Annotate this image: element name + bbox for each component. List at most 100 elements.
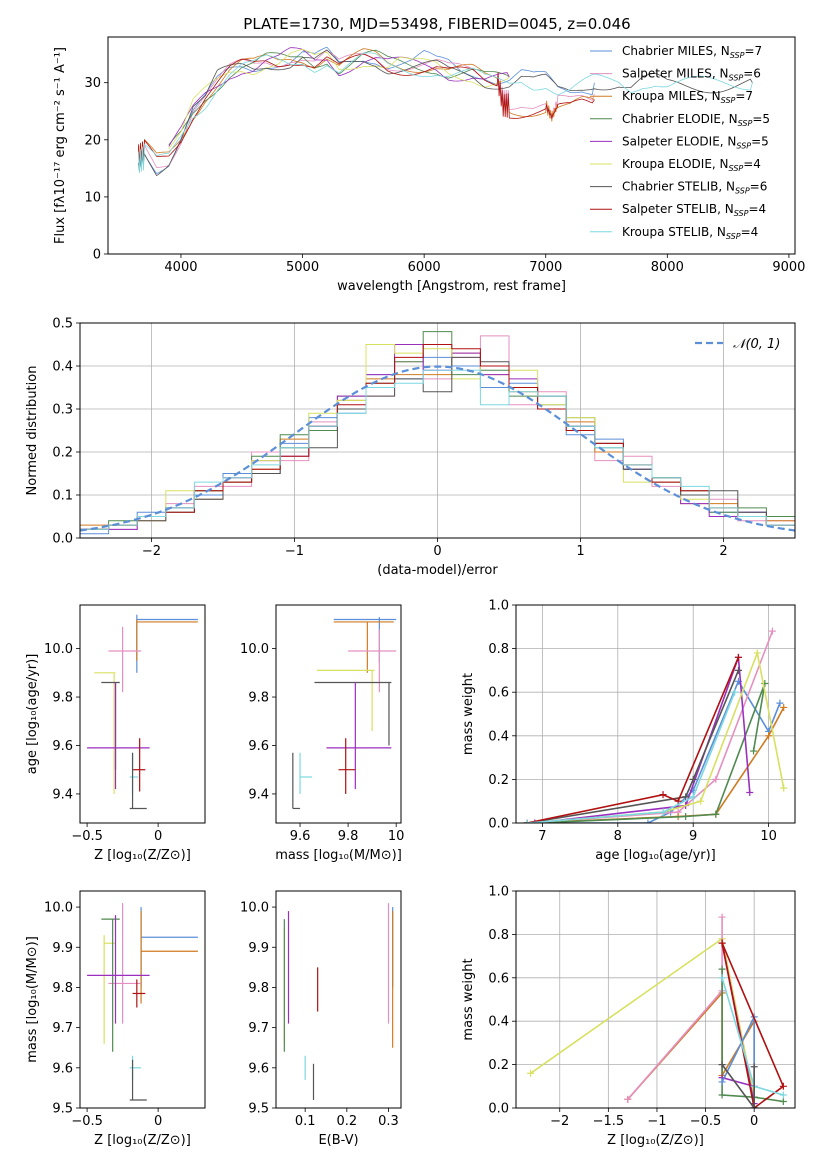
mass-weight-vs-age-panel: 7 8 9 10 0.0 0.2 0.4 0.6 0.8 1.0 age [log₁₀(age/yr… [461, 599, 796, 863]
y-tick-label: 9.8 [52, 691, 73, 706]
mass-weight-marker [718, 1061, 726, 1069]
age-vs-Z-plot-area [87, 614, 198, 810]
x-axis-label: Z [log₁₀(Z/Z⊙)] [607, 1133, 704, 1148]
y-tick-label: 10.0 [240, 642, 269, 657]
x-tick-label: 0 [750, 1114, 758, 1129]
spectrum-series-line [168, 47, 510, 147]
x-tick-label: 10 [388, 829, 405, 844]
legend-entry: Kroupa MILES, NSSP=7 [622, 89, 753, 105]
normal-curve [80, 365, 795, 532]
mass-weight-line [627, 917, 723, 1100]
mass-weight-marker [674, 797, 682, 805]
x-tick-label: 0 [154, 1114, 162, 1129]
x-tick-label: 10 [760, 829, 777, 844]
y-tick-label: 0.8 [488, 642, 509, 657]
y-tick-label: 10.0 [44, 642, 73, 657]
y-tick-label: 10.0 [44, 901, 73, 916]
x-tick-label: 7 [538, 829, 546, 844]
mass-weight-vs-Z-frame [515, 890, 796, 1109]
mass-vs-Z-plot-area [87, 903, 198, 1101]
mass-weight-marker [718, 913, 726, 921]
y-tick-label: 9.9 [248, 941, 269, 956]
spectrum-series-line [138, 46, 595, 174]
x-tick-label: −1.5 [593, 1114, 625, 1129]
y-tick-label: 10.0 [240, 901, 269, 916]
mass-weight-line [721, 942, 785, 1108]
mass-weight-marker [734, 666, 742, 674]
mass-weight-marker [750, 1104, 758, 1108]
y-tick-label: 9.8 [248, 691, 269, 706]
mass-vs-ebv-plot-area [283, 903, 394, 1100]
mass-weight-marker [718, 974, 726, 982]
mass-weight-marker [734, 653, 742, 661]
x-tick-label: −0.5 [71, 1114, 103, 1129]
x-tick-label: −0.5 [71, 829, 103, 844]
age-vs-mass-plot-area [292, 617, 397, 810]
mass-weight-marker [779, 1091, 787, 1099]
y-tick-label: 0.2 [488, 1058, 509, 1073]
mass-weight-marker [523, 819, 531, 823]
x-tick-label: 0.2 [336, 1114, 357, 1129]
x-axis-label: Z [log₁₀(Z/Z⊙)] [94, 848, 191, 863]
x-tick-label: 8000 [651, 260, 684, 275]
mass-weight-marker [624, 1095, 632, 1103]
spectrum-series-line [138, 49, 595, 168]
mass-weight-marker [659, 791, 667, 799]
mass-weight-line [527, 656, 740, 823]
mass-weight-marker [527, 1069, 535, 1077]
mass-weight-marker [746, 788, 754, 796]
mass-weight-line [721, 1064, 756, 1108]
y-tick-label: 0.0 [52, 532, 73, 547]
age-vs-Z-panel: −0.5 0 9.4 9.6 9.8 10.0 Z [log₁₀(Z/Z⊙)] age [lo… [25, 604, 206, 863]
mass-vs-Z-panel: −0.5 0 9.5 9.6 9.7 9.8 9.9 10.0 Z [log₁₀(Z/Z⊙)] m… [25, 890, 206, 1148]
spectrum-panel: 4000 5000 6000 7000 8000 9000 0 10 20 30 wavelengt… [53, 36, 805, 294]
mass-weight-marker [750, 1063, 758, 1071]
y-tick-label: 10 [84, 190, 101, 205]
y-tick-label: 9.9 [52, 941, 73, 956]
y-tick-label: 0.3 [52, 403, 73, 418]
age-vs-mass-panel: 9.6 9.8 10 9.4 9.6 9.8 10.0 mass [log₁₀(M/M⊙)] [240, 604, 405, 863]
age-vs-mass-frame [275, 604, 402, 824]
mass-weight-marker [712, 810, 720, 818]
y-tick-label: 1.0 [488, 599, 509, 614]
mass-weight-line [527, 691, 736, 823]
y-tick-label: 0.2 [488, 773, 509, 788]
y-axis-label: age [log₁₀(age/yr)] [25, 654, 40, 775]
spectrum-series-line [168, 48, 510, 150]
legend-entry: 𝒩(0, 1) [733, 337, 780, 352]
y-tick-label: 0.1 [52, 489, 73, 504]
mass-weight-marker [779, 1097, 787, 1105]
y-tick-label: 0.0 [488, 817, 509, 832]
y-tick-label: 9.6 [52, 1061, 73, 1076]
mass-weight-line [527, 670, 740, 823]
legend-entry: Chabrier MILES, NSSP=7 [622, 44, 762, 60]
spectrum-series-line [168, 49, 510, 146]
legend-entry: Kroupa STELIB, NSSP=4 [622, 225, 758, 241]
mass-weight-marker [718, 965, 726, 973]
y-tick-label: 0.6 [488, 971, 509, 986]
x-tick-label: 0.1 [295, 1114, 316, 1129]
x-tick-label: −1 [285, 544, 304, 559]
y-axis-label: mass weight [461, 958, 476, 1040]
y-tick-label: 0.4 [488, 729, 509, 744]
figure-title: PLATE=1730, MJD=53498, FIBERID=0045, z=0… [243, 15, 630, 33]
y-tick-label: 9.4 [248, 787, 269, 802]
mass-weight-marker [718, 939, 726, 947]
x-tick-label: 4000 [164, 260, 197, 275]
y-tick-label: 9.6 [52, 739, 73, 754]
mass-weight-line [527, 707, 785, 823]
y-tick-label: 9.4 [52, 787, 73, 802]
y-tick-label: 9.8 [52, 981, 73, 996]
y-tick-label: 0.4 [488, 1015, 509, 1030]
age-vs-Z-frame [79, 604, 206, 824]
y-tick-label: 9.5 [52, 1102, 73, 1117]
x-tick-label: 6000 [408, 260, 441, 275]
y-axis-label: Flux [fλ10⁻¹⁷ erg cm⁻² s⁻¹ A⁻¹] [53, 47, 68, 244]
mass-weight-line [527, 630, 774, 823]
y-tick-label: 9.7 [52, 1021, 73, 1036]
spectrum-series-line [138, 52, 753, 174]
spectrum-series-line [138, 53, 595, 169]
y-tick-label: 0.6 [488, 686, 509, 701]
mass-vs-ebv-frame [275, 890, 402, 1109]
mass-weight-line [530, 937, 755, 1098]
